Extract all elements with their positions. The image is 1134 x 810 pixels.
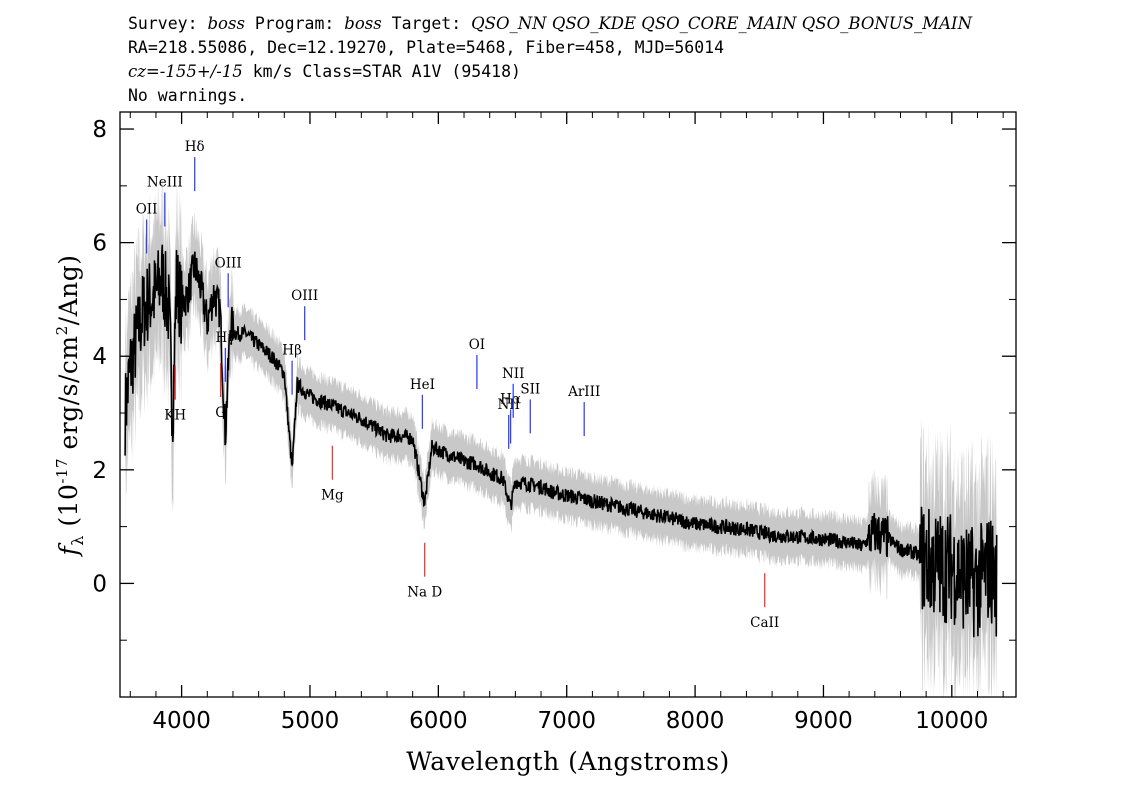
y-tick-label-2: 2	[92, 458, 107, 484]
y-tick-label-6: 6	[92, 231, 107, 257]
spectrum-header-line-2: RA=218.55086, Dec=12.19270, Plate=5468, …	[128, 38, 725, 57]
header-survey-prefix: Survey:	[128, 14, 208, 33]
header-program-value: boss	[344, 14, 382, 33]
header-program-prefix: Program:	[244, 14, 345, 33]
flux-series	[124, 244, 998, 638]
line-label-4: Hγ	[215, 330, 235, 346]
header-target-value: QSO_NN QSO_KDE QSO_CORE_MAIN QSO_BONUS_M…	[471, 14, 973, 33]
line-label-1: OII	[136, 202, 158, 218]
header-survey-value: boss	[207, 14, 245, 33]
axis-ticks: 4000 5000 6000 7000 8000 9000 10000 0 2 4 6 8	[92, 112, 1016, 734]
line-label-17: Mg	[321, 488, 344, 504]
y-axis-label-exponent-2: 2	[53, 325, 71, 335]
y-axis-label-subscript: λ	[68, 535, 87, 546]
line-label-8: HeI	[410, 377, 435, 393]
y-tick-label-8: 8	[92, 117, 107, 143]
spectrum-header-line-1: Survey: boss Program: boss Target: QSO_N…	[128, 14, 973, 33]
error-envelope	[125, 175, 997, 698]
line-label-3: Hδ	[185, 139, 205, 155]
x-tick-label-7000: 7000	[537, 708, 596, 734]
plot-frame	[119, 111, 1017, 698]
y-axis-label-unit: erg/s/cm	[54, 335, 83, 458]
x-tick-label-6000: 6000	[409, 708, 468, 734]
x-axis-label: Wavelength (Angstroms)	[406, 747, 729, 776]
y-axis-label-exponent: -17	[53, 458, 71, 484]
line-label-11: Hα	[500, 392, 521, 408]
line-label-10: NII	[497, 397, 519, 413]
error-band	[125, 175, 997, 698]
y-axis-label-tail: /Ang)	[54, 254, 83, 325]
header-cz: cz=-155+/-15	[128, 62, 243, 81]
spectrum-header-line-4: No warnings.	[128, 86, 248, 105]
line-label-13: SII	[520, 381, 540, 397]
x-tick-label-10000: 10000	[915, 708, 988, 734]
flux-line	[124, 244, 998, 638]
y-axis-label-text: (10	[54, 484, 83, 536]
x-tick-label-8000: 8000	[666, 708, 725, 734]
line-label-14: ArIII	[567, 384, 600, 400]
y-axis-label-symbol: f	[54, 543, 83, 558]
y-tick-label-4: 4	[92, 344, 107, 370]
x-tick-label-9000: 9000	[794, 708, 853, 734]
y-tick-label-0: 0	[92, 571, 107, 597]
y-axis-label: fλ (10-17 erg/s/cm2/Ang)	[53, 254, 87, 557]
x-tick-label-4000: 4000	[152, 708, 211, 734]
line-label-9: OI	[469, 337, 485, 353]
line-label-7: OIII	[291, 288, 318, 304]
line-label-18: Na D	[407, 585, 442, 601]
line-label-19: CaII	[750, 615, 779, 631]
x-tick-label-5000: 5000	[281, 708, 340, 734]
header-class: km/s Class=STAR A1V (95418)	[242, 62, 521, 81]
line-label-5: OIII	[215, 255, 242, 271]
header-target-prefix: Target:	[381, 14, 472, 33]
line-label-2: NeIII	[147, 175, 183, 191]
line-label-16: G	[215, 405, 226, 421]
line-label-6: Hβ	[282, 343, 302, 359]
line-label-15: KH	[164, 408, 186, 424]
line-label-12: NII	[502, 366, 524, 382]
spectrum-header-line-3: cz=-155+/-15 km/s Class=STAR A1V (95418)	[128, 62, 521, 81]
